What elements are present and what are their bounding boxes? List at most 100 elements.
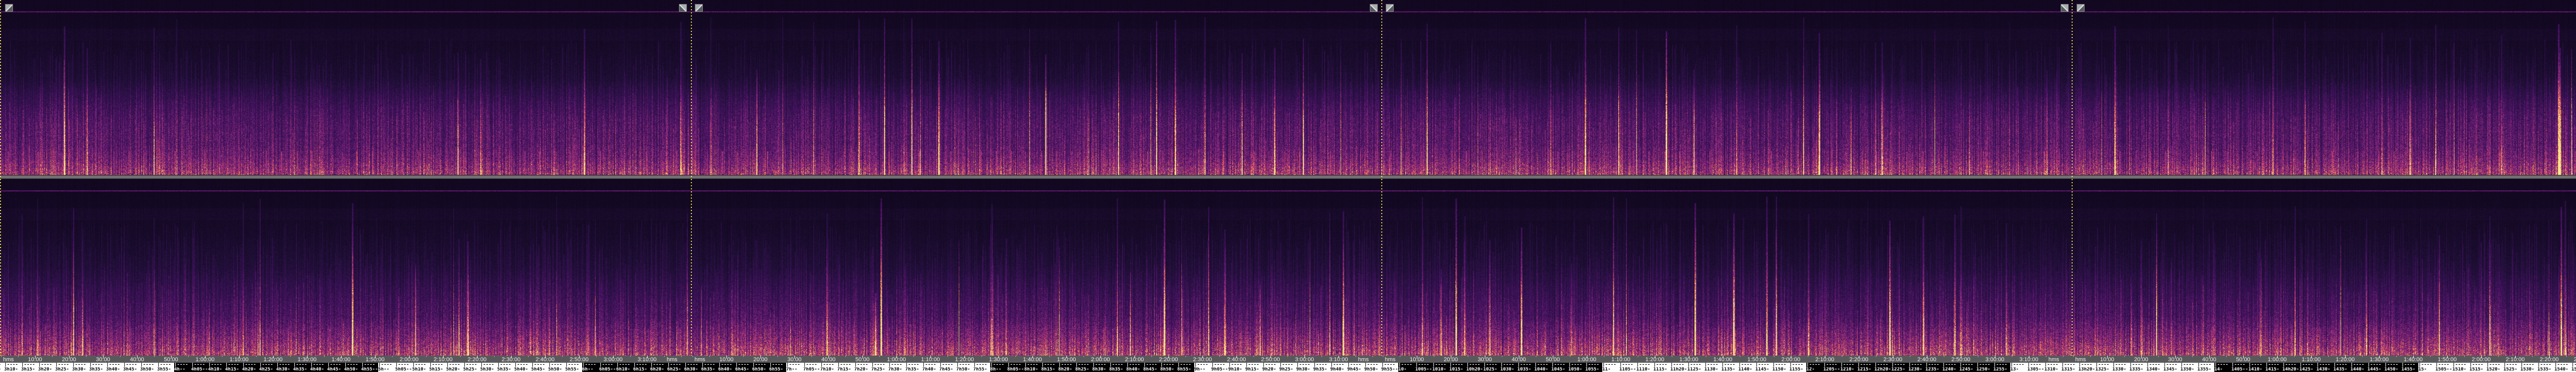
- marker-time-label: 1350-: [2180, 367, 2197, 372]
- time-unit-label: hms: [694, 357, 705, 363]
- time-ruler-segment[interactable]: hms 10:00 20:00 30:00 40:00 50:00 1:00:00 1:10:…: [692, 356, 1383, 363]
- marker-time-label: 6h--: [582, 367, 599, 372]
- marker-time-label: 5h--: [378, 367, 395, 372]
- marker-time-label: 1305--: [2027, 367, 2044, 372]
- marker-time-label: 9h25-: [1279, 367, 1296, 372]
- marker-tick-cell: |----: [667, 363, 684, 367]
- time-ruler-segment[interactable]: hms 10:00 20:00 30:00 40:00 50:00 1:00:00 1:10:…: [1, 356, 692, 363]
- marker-tick-cell: |----: [191, 363, 208, 367]
- marker-time-label: 1235-: [1925, 367, 1942, 372]
- marker-tick-cell: |----: [548, 363, 565, 367]
- marker-time-label: 4h05--: [191, 367, 208, 372]
- ruler-tick-label: 1:30:00: [1679, 357, 1699, 363]
- ruler-tick-label: 1:00:00: [195, 357, 215, 363]
- ruler-tick-label: 2:00:00: [1781, 357, 1801, 363]
- marker-tick-cell: |----: [429, 363, 446, 367]
- marker-tick-cell: |----: [395, 363, 412, 367]
- time-ruler[interactable]: hms 10:00 20:00 30:00 40:00 50:00 1:00:00 1:10:…: [0, 356, 2576, 363]
- ruler-tick-mark: [930, 356, 931, 358]
- marker-time-label: 3h45-: [123, 367, 140, 372]
- ruler-tick-mark: [443, 356, 444, 358]
- marker-tick-cell: |----: [2367, 363, 2384, 367]
- marker-time-label: 1245-: [1959, 367, 1976, 372]
- ruler-tick-label: 2:00:00: [2471, 357, 2491, 363]
- ruler-tick-label: 50:00: [855, 357, 870, 363]
- clip-end-handle-icon[interactable]: [1370, 4, 1378, 12]
- marker-time-label: 8h--: [990, 367, 1007, 372]
- marker-tick-cell: |----: [582, 363, 599, 367]
- marker-time-label: 3h15-: [21, 367, 38, 372]
- clip-start-handle-icon[interactable]: [2077, 4, 2084, 12]
- marker-time-label: 5h45-: [531, 367, 548, 372]
- marker-time-label: 1055-: [1585, 367, 1602, 372]
- ruler-tick-mark: [964, 356, 965, 358]
- marker-tick-cell: |----: [1024, 363, 1041, 367]
- clip-end-handle-icon[interactable]: [2061, 4, 2069, 12]
- ruler-tick-mark: [375, 356, 376, 358]
- marker-tick-cell: |----: [2163, 363, 2180, 367]
- ruler-tick-label: 50:00: [164, 357, 178, 363]
- marker-time-label: 4h30-: [276, 367, 293, 372]
- marker-time-label: 7h20-: [854, 367, 871, 372]
- ruler-tick-label: 1:10:00: [229, 357, 249, 363]
- marker-tick-cell: |----: [1534, 363, 1551, 367]
- marker-tick-cell: |----: [2418, 363, 2435, 367]
- marker-tick-cell: |----: [1653, 363, 1670, 367]
- ruler-tick-mark: [2447, 356, 2448, 358]
- marker-time-label: 1405--: [2231, 367, 2248, 372]
- clip-end-handle-icon[interactable]: [679, 4, 687, 12]
- ruler-tick-label: 40:00: [130, 357, 144, 363]
- marker-time-label: 3h35-: [89, 367, 106, 372]
- marker-tick-cell: |----: [2146, 363, 2163, 367]
- marker-time-label: 6h45-: [735, 367, 752, 372]
- ruler-tick-mark: [1100, 356, 1101, 358]
- time-ruler-segment[interactable]: hms 10:00 20:00 30:00 40:00 50:00 1:00:00 1:10:…: [2073, 356, 2576, 363]
- marker-time-label: 1535-: [2537, 367, 2554, 372]
- ruler-tick-mark: [2345, 356, 2346, 358]
- marker-time-label: 1345-: [2163, 367, 2180, 372]
- marker-tick-cell: |----: [718, 363, 735, 367]
- ruler-tick-label: 2:10:00: [1125, 357, 1144, 363]
- clip-start-handle-icon[interactable]: [5, 4, 13, 12]
- ruler-tick-label: 2:50:00: [1261, 357, 1280, 363]
- ruler-tick-label: 1:20:00: [1645, 357, 1665, 363]
- marker-time-label: 3h20-: [38, 367, 55, 372]
- marker-time-label: 12-: [1806, 367, 1823, 372]
- marker-time-label: 6h55-: [769, 367, 786, 372]
- time-ruler-segment[interactable]: hms 10:00 20:00 30:00 40:00 50:00 1:00:00 1:10:…: [1383, 356, 2073, 363]
- marker-time-label: 7h05--: [803, 367, 820, 372]
- ruler-tick-mark: [545, 356, 546, 358]
- marker-tick-cell: |----: [2112, 363, 2129, 367]
- ruler-tick-mark: [2311, 356, 2312, 358]
- marker-tick-cell: |----: [1755, 363, 1772, 367]
- clip-start-handle-icon[interactable]: [1386, 4, 1394, 12]
- marker-tick-cell: |----: [2316, 363, 2333, 367]
- marker-tick-cell: |----: [1568, 363, 1585, 367]
- marker-tick-cell: |----: [871, 363, 888, 367]
- marker-time-label: 13h20-: [2078, 367, 2095, 372]
- marker-time-label: 12h20-: [1874, 367, 1891, 372]
- ruler-tick-mark: [1202, 356, 1203, 358]
- ruler-tick-mark: [2413, 356, 2414, 358]
- marker-tick-cell: |----: [1670, 363, 1687, 367]
- marker-time-label: 6h40-: [718, 367, 735, 372]
- marker-time-label: 5h25-: [463, 367, 480, 372]
- marker-time-label: 1340-: [2146, 367, 2163, 372]
- marker-time-label: 7h15-: [837, 367, 854, 372]
- marker-tick-cell: |----: [1347, 363, 1364, 367]
- marker-time-label: 1230-: [1908, 367, 1925, 372]
- marker-time-label: 9h15-: [1245, 367, 1262, 372]
- marker-time-label: 3h10-: [4, 367, 21, 372]
- marker-tick-cell: |----: [2503, 363, 2520, 367]
- marker-time-label: 8h05--: [1007, 367, 1024, 372]
- marker-time-label: 11h20-: [1670, 367, 1687, 372]
- marker-time-label: 1410-: [2248, 367, 2265, 372]
- marker-time-label: 1545-: [2571, 367, 2576, 372]
- marker-tick-cell: |----: [888, 363, 905, 367]
- marker-time-label: 1515-: [2469, 367, 2486, 372]
- marker-tick-cell: |----: [2554, 363, 2571, 367]
- clip-start-handle-icon[interactable]: [695, 4, 703, 12]
- ruler-tick-mark: [409, 356, 410, 358]
- marker-tick-cell: |----: [1143, 363, 1160, 367]
- marker-tick-cell: |----: [276, 363, 293, 367]
